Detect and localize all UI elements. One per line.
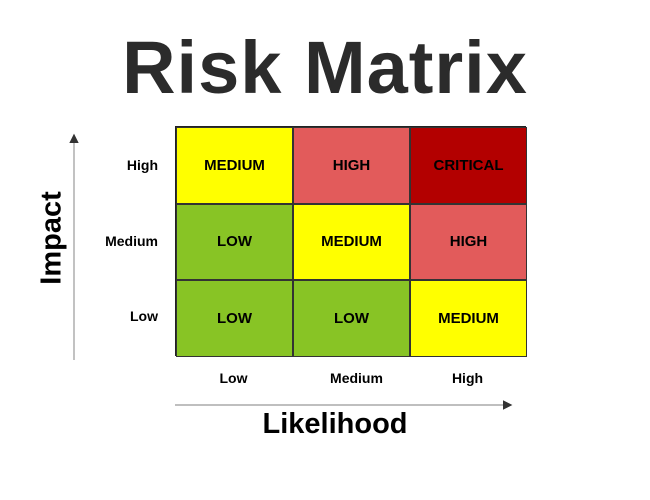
row-label-low: Low [130,308,158,324]
x-axis-title: Likelihood [262,408,408,440]
col-label-medium: Medium [330,370,383,386]
matrix-cell-high-high: CRITICAL [410,127,527,204]
row-label-high: High [126,157,158,173]
matrix-cell-low-low: LOW [176,280,293,357]
matrix-cell-medium-high: HIGH [410,203,527,281]
matrix-cell-high-low: MEDIUM [176,127,293,204]
col-label-high: High [451,370,484,386]
page-title: Risk Matrix [122,26,528,109]
matrix-cell-low-medium: LOW [293,280,410,357]
risk-matrix-grid: MEDIUM HIGH CRITICAL LOW MEDIUM HIGH LOW… [175,126,527,357]
matrix-cell-medium-medium: MEDIUM [293,203,410,281]
matrix-cell-medium-low: LOW [176,203,293,281]
matrix-cell-high-medium: HIGH [293,127,410,204]
y-axis-title: Impact [35,191,68,285]
col-label-low: Low [219,370,248,386]
row-label-medium: Medium [105,233,158,249]
matrix-cell-low-high: MEDIUM [410,280,527,357]
